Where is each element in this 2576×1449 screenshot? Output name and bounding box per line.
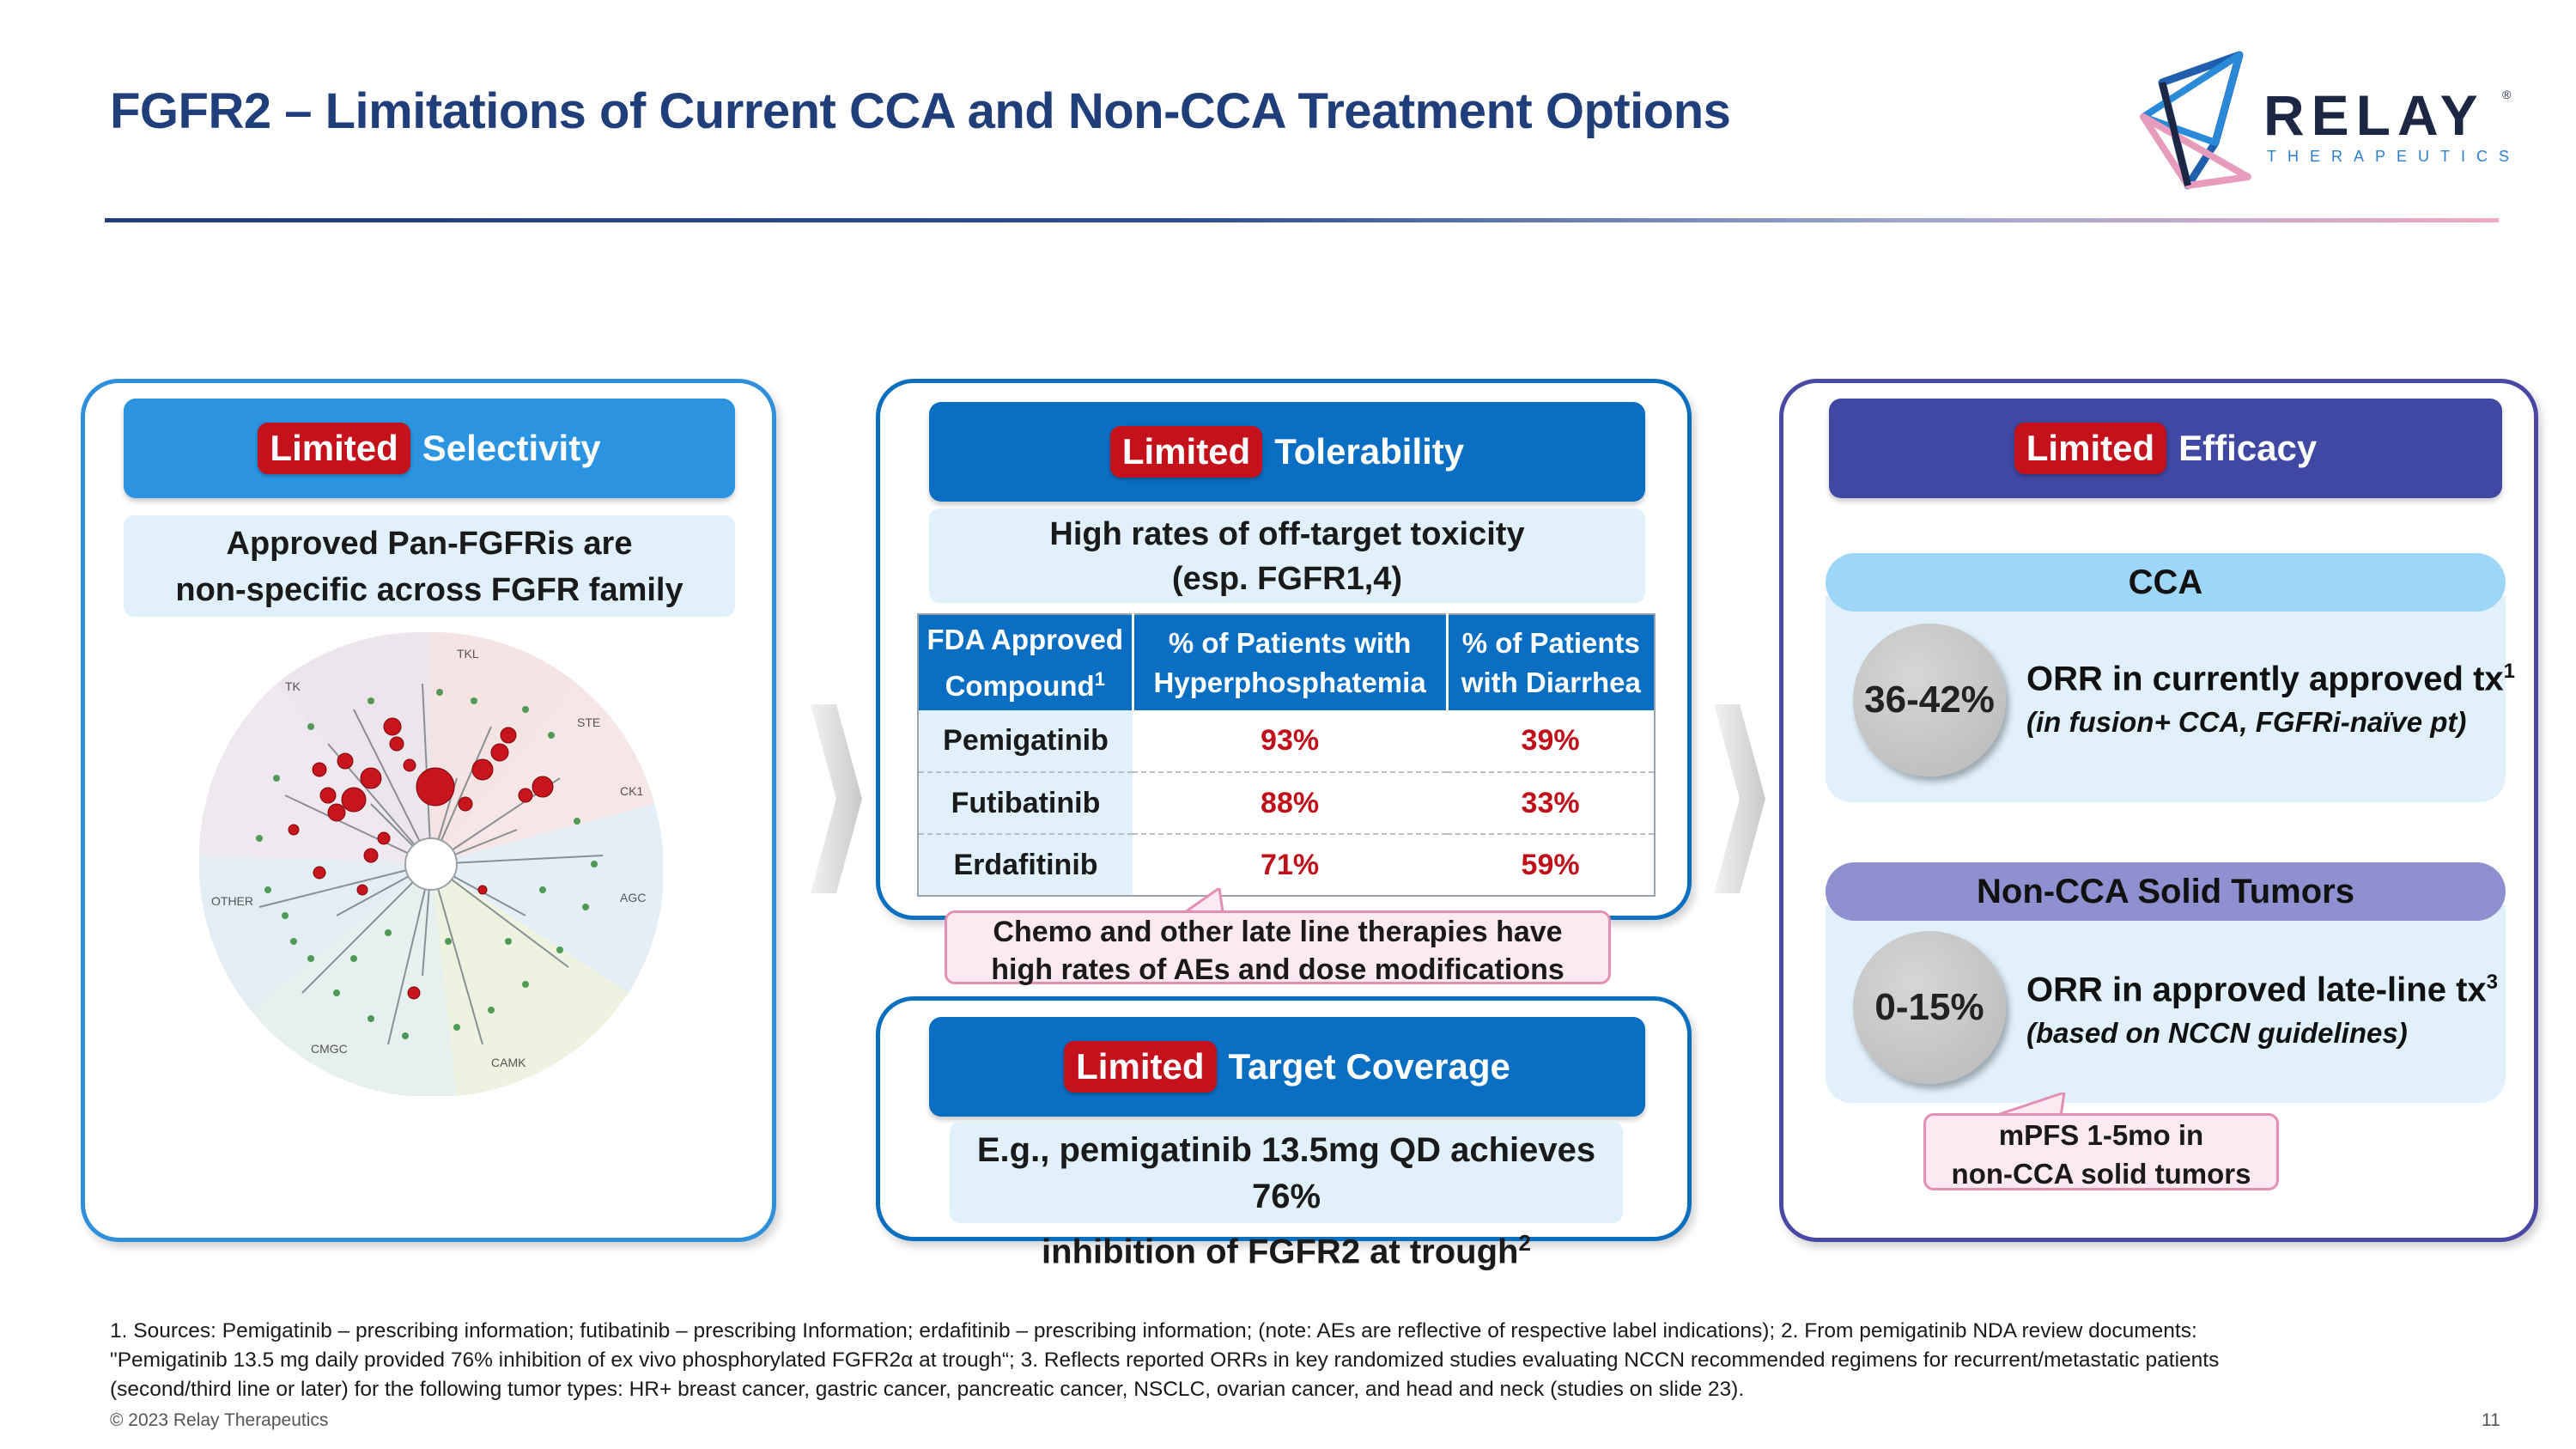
efficacy-header: Limited Efficacy <box>1829 399 2502 498</box>
non-cca-section-label: Non-CCA Solid Tumors <box>1826 862 2506 921</box>
non-cca-orr-badge: 0-15% <box>1853 931 2006 1084</box>
kinome-tree-image: TKL TK STE CK1 OTHER AGC CMGC CAMK <box>199 632 663 1096</box>
ae-callout-line-1: Chemo and other late line therapies have <box>993 916 1563 948</box>
ae-callout: Chemo and other late line therapies have… <box>945 910 1611 986</box>
relay-logo: RELAY ® THERAPEUTICS <box>2136 48 2523 194</box>
selectivity-title: Selectivity <box>422 428 601 468</box>
cca-orr-subtext: (in fusion+ CCA, FGFRi-naïve pt) <box>2026 706 2467 738</box>
relay-logo-mark-icon <box>2140 51 2251 190</box>
coverage-line-2: inhibition of FGFR2 at trough2 <box>950 1220 1623 1275</box>
chevron-right-icon <box>1714 704 1765 893</box>
drug-name: Futibatinib <box>918 772 1133 835</box>
footnote-ref: 3 <box>2486 971 2499 994</box>
limited-tag: Limited <box>258 423 410 474</box>
hyperphosphatemia-value: 88% <box>1133 772 1448 835</box>
logo-wordmark: RELAY <box>2263 83 2485 147</box>
selectivity-statement: Approved Pan-FGFRis are non-specific acr… <box>124 515 735 617</box>
footnote-line: "Pemigatinib 13.5 mg daily provided 76% … <box>110 1349 2220 1372</box>
footnote-line: 1. Sources: Pemigatinib – prescribing in… <box>110 1319 2197 1342</box>
kinome-label-tk: TK <box>285 679 301 693</box>
drug-name: Erdafitinib <box>918 834 1133 896</box>
selectivity-line-2: non-specific across FGFR family <box>175 572 683 608</box>
logo-registered-mark: ® <box>2502 88 2512 101</box>
kinome-label-tkl: TKL <box>457 647 479 661</box>
target-coverage-title: Target Coverage <box>1228 1046 1510 1087</box>
kinome-label-cmgc: CMGC <box>311 1042 348 1056</box>
hyperphosphatemia-value: 71% <box>1261 848 1320 881</box>
header-line: Compound1 <box>919 660 1132 706</box>
efficacy-title: Efficacy <box>2178 428 2318 468</box>
header-line: % of Patients <box>1461 626 1640 659</box>
footnote-line: (second/third line or later) for the fol… <box>110 1378 1745 1401</box>
table-row: Pemigatinib 93% 39% <box>918 710 1655 773</box>
tolerability-header: Limited Tolerability <box>929 402 1645 502</box>
table-row: Erdafitinib 71% 59% <box>918 834 1655 896</box>
header-text: Compound <box>945 669 1095 702</box>
non-cca-orr-text: ORR in approved late-line tx3 <box>2026 971 2498 1009</box>
mpfs-callout-line-1: mPFS 1-5mo in <box>1998 1119 2204 1151</box>
non-cca-orr-subtext: (based on NCCN guidelines) <box>2026 1017 2408 1049</box>
non-cca-orr-label: ORR in approved late-line tx <box>2026 971 2487 1009</box>
logo-subtitle: THERAPEUTICS <box>2267 148 2521 165</box>
table-header-hyperphosphatemia: % of Patients with Hyperphosphatemia <box>1133 614 1449 710</box>
chevron-right-icon <box>811 704 862 893</box>
selectivity-line-1: Approved Pan-FGFRis are <box>226 526 633 562</box>
limited-tag: Limited <box>1109 426 1263 478</box>
toxicity-table: FDA Approved Compound1 % of Patients wit… <box>917 613 1656 897</box>
target-coverage-statement: E.g., pemigatinib 13.5mg QD achieves 76%… <box>950 1122 1623 1270</box>
coverage-line-2-text: inhibition of FGFR2 at trough <box>1042 1233 1519 1271</box>
page-number: 11 <box>2482 1410 2500 1430</box>
cca-section-label: CCA <box>1826 553 2506 612</box>
footnote-ref: 1 <box>1094 667 1105 690</box>
footnotes: 1. Sources: Pemigatinib – prescribing in… <box>110 1317 2514 1404</box>
tolerability-title: Tolerability <box>1274 431 1465 472</box>
cca-orr-label: ORR in currently approved tx <box>2026 660 2504 698</box>
limited-tag: Limited <box>2014 423 2167 474</box>
drug-name: Pemigatinib <box>918 710 1133 773</box>
header-line: % of Patients with <box>1168 626 1412 659</box>
selectivity-header: Limited Selectivity <box>124 399 735 498</box>
header-line: with Diarrhea <box>1461 666 1641 698</box>
cca-orr-badge: 36-42% <box>1853 624 2006 776</box>
table-row: Futibatinib 88% 33% <box>918 772 1655 835</box>
tolerability-statement: High rates of off-target toxicity (esp. … <box>929 508 1645 603</box>
limited-tag: Limited <box>1064 1041 1217 1093</box>
kinome-label-ck1: CK1 <box>620 784 643 798</box>
kinome-label-ste: STE <box>577 715 600 729</box>
table-header-compound: FDA Approved Compound1 <box>918 614 1134 710</box>
target-coverage-header: Limited Target Coverage <box>929 1017 1645 1117</box>
hyperphosphatemia-value: 93% <box>1133 710 1448 773</box>
tolerability-line-2: (esp. FGFR1,4) <box>1171 561 1403 597</box>
table-header-row: FDA Approved Compound1 % of Patients wit… <box>918 614 1655 710</box>
title-divider <box>105 218 2499 222</box>
kinome-label-other: OTHER <box>211 894 253 908</box>
page-title: FGFR2 – Limitations of Current CCA and N… <box>110 83 1731 139</box>
mpfs-callout-line-2: non-CCA solid tumors <box>1951 1158 2251 1190</box>
header-line: FDA Approved <box>927 623 1124 655</box>
ae-callout-line-2: high rates of AEs and dose modifications <box>991 953 1564 986</box>
mpfs-callout: mPFS 1-5mo in non-CCA solid tumors <box>1923 1113 2279 1190</box>
copyright: © 2023 Relay Therapeutics <box>110 1410 329 1430</box>
diarrhea-value: 59% <box>1521 848 1580 881</box>
header-line: Hyperphosphatemia <box>1153 666 1426 698</box>
diarrhea-value: 39% <box>1447 710 1655 773</box>
footnote-ref: 2 <box>1518 1230 1531 1256</box>
cca-orr-text: ORR in currently approved tx1 <box>2026 660 2515 698</box>
table-header-diarrhea: % of Patients with Diarrhea <box>1447 614 1655 710</box>
kinome-label-camk: CAMK <box>491 1056 526 1069</box>
coverage-line-1: E.g., pemigatinib 13.5mg QD achieves 76% <box>976 1131 1596 1215</box>
footnote-ref: 1 <box>2503 660 2516 683</box>
diarrhea-value: 33% <box>1447 772 1655 835</box>
tolerability-line-1: High rates of off-target toxicity <box>1049 516 1525 552</box>
kinome-label-agc: AGC <box>620 891 646 904</box>
